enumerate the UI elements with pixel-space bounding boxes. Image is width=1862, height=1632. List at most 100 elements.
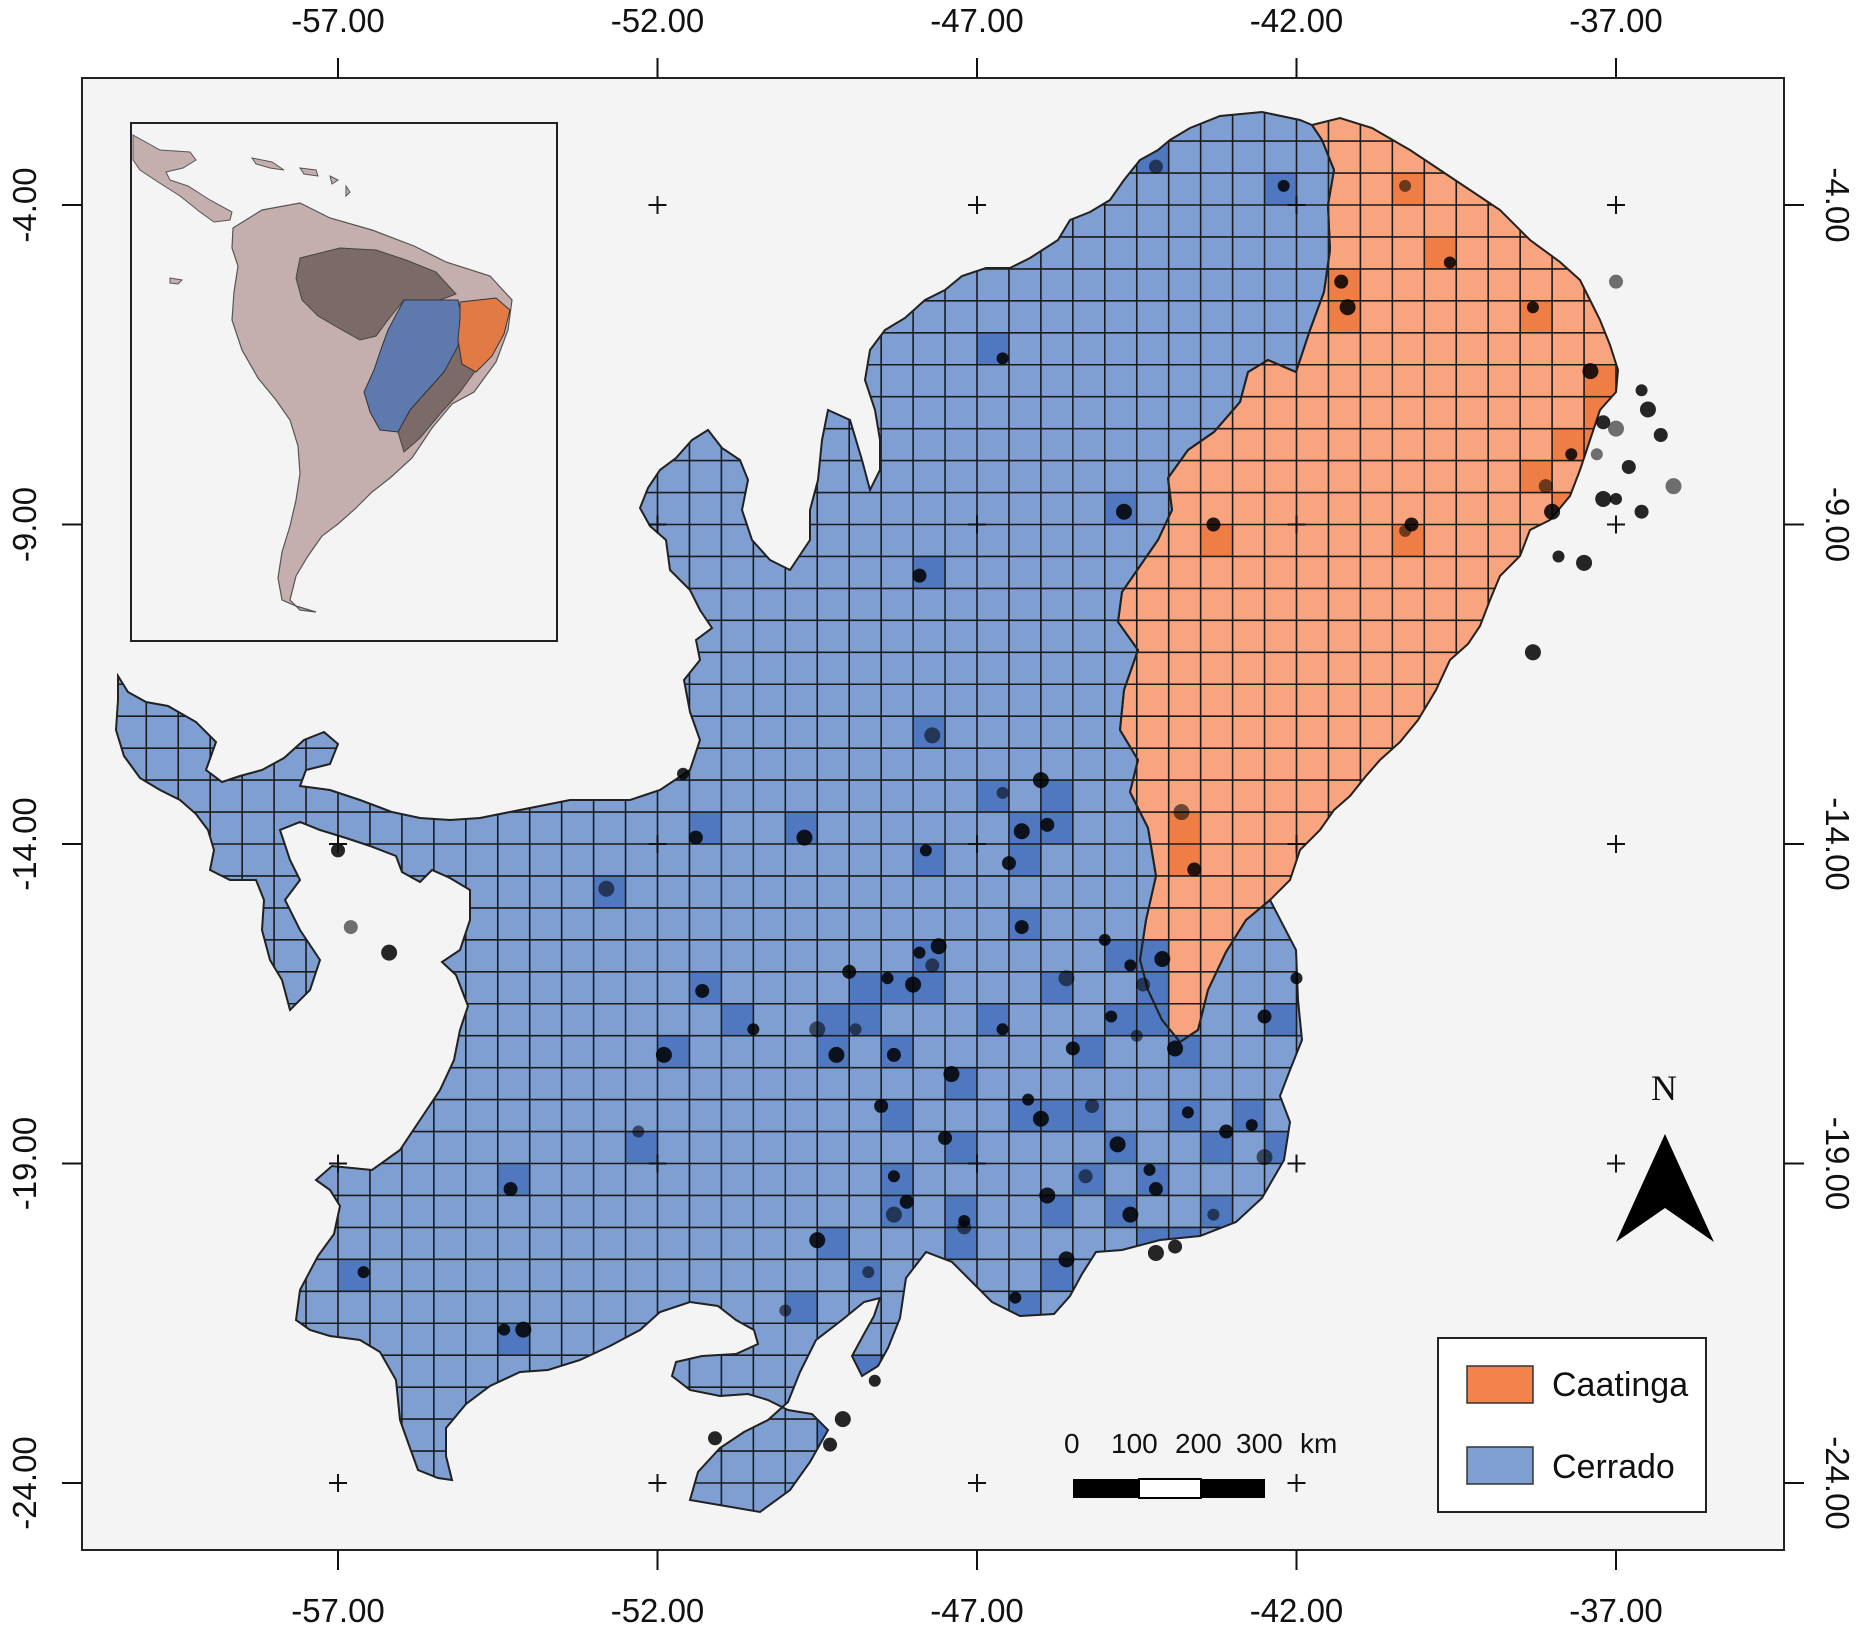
occurrence-point — [1544, 503, 1561, 520]
x-tick-label-bottom: -52.00 — [611, 1592, 705, 1629]
occurrence-point — [996, 1023, 1009, 1036]
occurrence-point — [1245, 1119, 1258, 1132]
occurrence-point — [1065, 1041, 1080, 1056]
occurrence-point — [688, 830, 703, 845]
occurrence-point — [1576, 554, 1593, 571]
inset-small-island — [169, 277, 184, 285]
occurrence-point — [1256, 1149, 1273, 1166]
graticule-cross — [1607, 1154, 1625, 1173]
occurrence-point — [881, 972, 894, 985]
occurrence-point — [823, 1437, 838, 1452]
graticule-cross — [1287, 835, 1306, 853]
scale-label-200: 200 — [1175, 1428, 1222, 1459]
occupied-grid-cell — [785, 1291, 818, 1324]
occurrence-point — [912, 568, 927, 583]
occurrence-point — [1058, 970, 1075, 987]
graticule-cross — [648, 196, 667, 214]
scale-label-300: 300 — [1236, 1428, 1283, 1459]
occurrence-point — [747, 1023, 760, 1036]
occurrence-point — [1538, 479, 1553, 494]
occurrence-point — [957, 1220, 972, 1235]
occurrence-point — [1039, 1187, 1056, 1204]
occurrence-point — [1167, 1040, 1184, 1057]
occurrence-point — [886, 1047, 901, 1062]
occurrence-point — [925, 958, 940, 973]
occurrence-point — [1098, 933, 1111, 946]
occurrence-point — [849, 1023, 862, 1036]
occurrence-point — [381, 944, 398, 961]
occurrence-point — [1399, 524, 1412, 537]
occurrence-point — [1443, 256, 1456, 269]
occurrence-point — [357, 1266, 370, 1279]
y-tick-label-left: -19.00 — [6, 1117, 43, 1211]
inset-caatinga — [457, 297, 511, 373]
axis-ticks — [62, 58, 1804, 1570]
scale-label-100: 100 — [1111, 1428, 1158, 1459]
occurrence-point — [828, 1046, 845, 1063]
occurrence-point — [779, 1304, 792, 1317]
graticule-cross — [1287, 1474, 1306, 1492]
graticule-cross — [648, 835, 667, 853]
caribbean-islands — [250, 157, 351, 198]
occurrence-point — [1610, 492, 1622, 505]
x-tick-label-bottom: -37.00 — [1569, 1592, 1663, 1629]
occurrence-point — [924, 727, 941, 744]
occurrence-point — [503, 1182, 518, 1197]
occurrence-point — [695, 983, 710, 998]
graticule-cross — [1287, 515, 1306, 534]
axis-tick-labels: -57.00 -57.00 -52.00 -52.00 -47.00 -47.00 -42.… — [6, 2, 1856, 1629]
x-tick-label-top: -52.00 — [611, 2, 705, 39]
graticule-cross — [648, 515, 667, 534]
occurrence-point — [899, 1194, 914, 1209]
occurrence-point — [885, 1206, 902, 1223]
occurrence-point — [1143, 1163, 1156, 1176]
occurrence-point — [1122, 1206, 1139, 1223]
occurrence-point — [1001, 856, 1016, 871]
graticule-cross — [968, 1474, 986, 1492]
x-tick-label-bottom: -57.00 — [291, 1592, 385, 1629]
x-tick-label-bottom: -47.00 — [930, 1592, 1024, 1629]
graticule-cross — [968, 835, 986, 853]
occurrence-point — [1032, 1110, 1049, 1127]
y-tick-label-left: -9.00 — [6, 487, 43, 562]
occurrence-point — [1181, 1106, 1194, 1119]
occurrence-point — [796, 829, 813, 846]
occurrence-point — [598, 880, 615, 897]
occurrence-point — [1058, 1251, 1075, 1268]
occurrence-point — [1014, 920, 1029, 935]
y-tick-label-left: -14.00 — [6, 797, 43, 891]
occurrence-point — [1339, 299, 1356, 316]
graticule-cross — [648, 1474, 667, 1492]
occurrence-point — [1148, 1182, 1163, 1197]
graticule-cross — [1287, 196, 1306, 214]
occurrence-point — [1207, 1208, 1220, 1221]
occurrence-point — [996, 786, 1009, 799]
occurrence-point — [1124, 959, 1137, 972]
legend: Caatinga Cerrado — [1437, 1337, 1707, 1513]
occurrence-point — [343, 920, 358, 935]
occurrence-point — [632, 1125, 645, 1138]
x-tick-label-top: -47.00 — [930, 2, 1024, 39]
occurrence-point — [1078, 1169, 1093, 1184]
graticule-cross — [968, 196, 986, 214]
occurrence-point — [655, 1046, 672, 1063]
north-arrow-icon: N — [1616, 1068, 1714, 1242]
scale-bar: 0 100 200 300 km — [1064, 1428, 1337, 1499]
north-label: N — [1651, 1068, 1677, 1108]
cerrado-outline — [114, 110, 1336, 1514]
occurrence-point — [1257, 1009, 1272, 1024]
scale-label-0: 0 — [1064, 1428, 1080, 1459]
occurrence-point — [1022, 1093, 1035, 1106]
occurrence-point — [938, 1130, 953, 1145]
occurrence-point — [1032, 772, 1049, 789]
occurrence-point — [1526, 301, 1539, 314]
occupied-grid-cell — [849, 971, 882, 1004]
occurrence-point — [1290, 972, 1303, 985]
occurrence-point — [708, 1431, 723, 1446]
occurrence-point — [1206, 517, 1221, 532]
occurrence-point — [996, 352, 1009, 365]
occurrence-point — [862, 1266, 875, 1279]
occurrence-point — [677, 767, 690, 780]
occurrence-point — [1115, 503, 1132, 520]
